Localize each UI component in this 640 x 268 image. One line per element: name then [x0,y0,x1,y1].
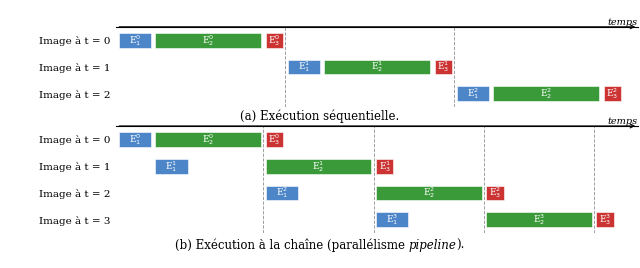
Text: E$^1_1$: E$^1_1$ [298,59,310,75]
Text: E$^2_1$: E$^2_1$ [467,86,479,101]
Text: E$^1_1$: E$^1_1$ [166,159,178,174]
FancyBboxPatch shape [287,60,320,75]
FancyBboxPatch shape [486,212,592,227]
FancyBboxPatch shape [156,159,188,174]
Text: (b) Exécution à la chaîne (parallélisme: (b) Exécution à la chaîne (parallélisme [0,267,1,268]
FancyBboxPatch shape [156,132,261,147]
Text: E$^1_3$: E$^1_3$ [437,59,449,75]
Text: E$^1_2$: E$^1_2$ [312,159,324,174]
Text: E$^0_2$: E$^0_2$ [202,132,214,147]
FancyBboxPatch shape [118,132,151,147]
FancyBboxPatch shape [266,159,371,174]
FancyBboxPatch shape [266,185,298,200]
Text: (b) Exécution à la chaîne (parallélisme pipeline).: (b) Exécution à la chaîne (parallélisme … [0,267,1,268]
Text: E$^2_3$: E$^2_3$ [489,185,501,200]
FancyBboxPatch shape [596,212,614,227]
Text: E$^0_3$: E$^0_3$ [268,132,280,147]
Text: E$^2_3$: E$^2_3$ [606,86,618,101]
Text: E$^2_1$: E$^2_1$ [276,185,288,200]
Text: E$^3_1$: E$^3_1$ [386,212,398,227]
FancyBboxPatch shape [266,33,284,48]
Text: E$^3_2$: E$^3_2$ [533,212,545,227]
FancyBboxPatch shape [435,60,452,75]
Text: E$^1_2$: E$^1_2$ [371,59,383,75]
FancyBboxPatch shape [493,86,599,101]
Text: E$^1_3$: E$^1_3$ [378,159,390,174]
Text: E$^0_1$: E$^0_1$ [129,33,141,48]
Text: E$^0_1$: E$^0_1$ [129,132,141,147]
Text: pipeline: pipeline [409,239,456,252]
Text: E$^0_3$: E$^0_3$ [268,33,280,48]
Text: pipeline: pipeline [0,267,1,268]
FancyBboxPatch shape [376,185,481,200]
FancyBboxPatch shape [118,33,151,48]
FancyBboxPatch shape [456,86,489,101]
Text: ).: ). [456,239,465,252]
FancyBboxPatch shape [266,132,284,147]
FancyBboxPatch shape [376,159,394,174]
Text: E$^0_2$: E$^0_2$ [202,33,214,48]
Text: temps: temps [608,18,638,27]
Text: E$^2_2$: E$^2_2$ [422,185,435,200]
FancyBboxPatch shape [156,33,261,48]
Text: temps: temps [608,117,638,126]
Text: E$^2_2$: E$^2_2$ [540,86,552,101]
Text: (a) Exécution séquentielle.: (a) Exécution séquentielle. [241,110,399,123]
FancyBboxPatch shape [324,60,430,75]
Text: (b) Exécution à la chaîne (parallélisme: (b) Exécution à la chaîne (parallélisme [175,239,409,252]
FancyBboxPatch shape [486,185,504,200]
Text: E$^3_3$: E$^3_3$ [599,212,611,227]
FancyBboxPatch shape [604,86,621,101]
FancyBboxPatch shape [376,212,408,227]
